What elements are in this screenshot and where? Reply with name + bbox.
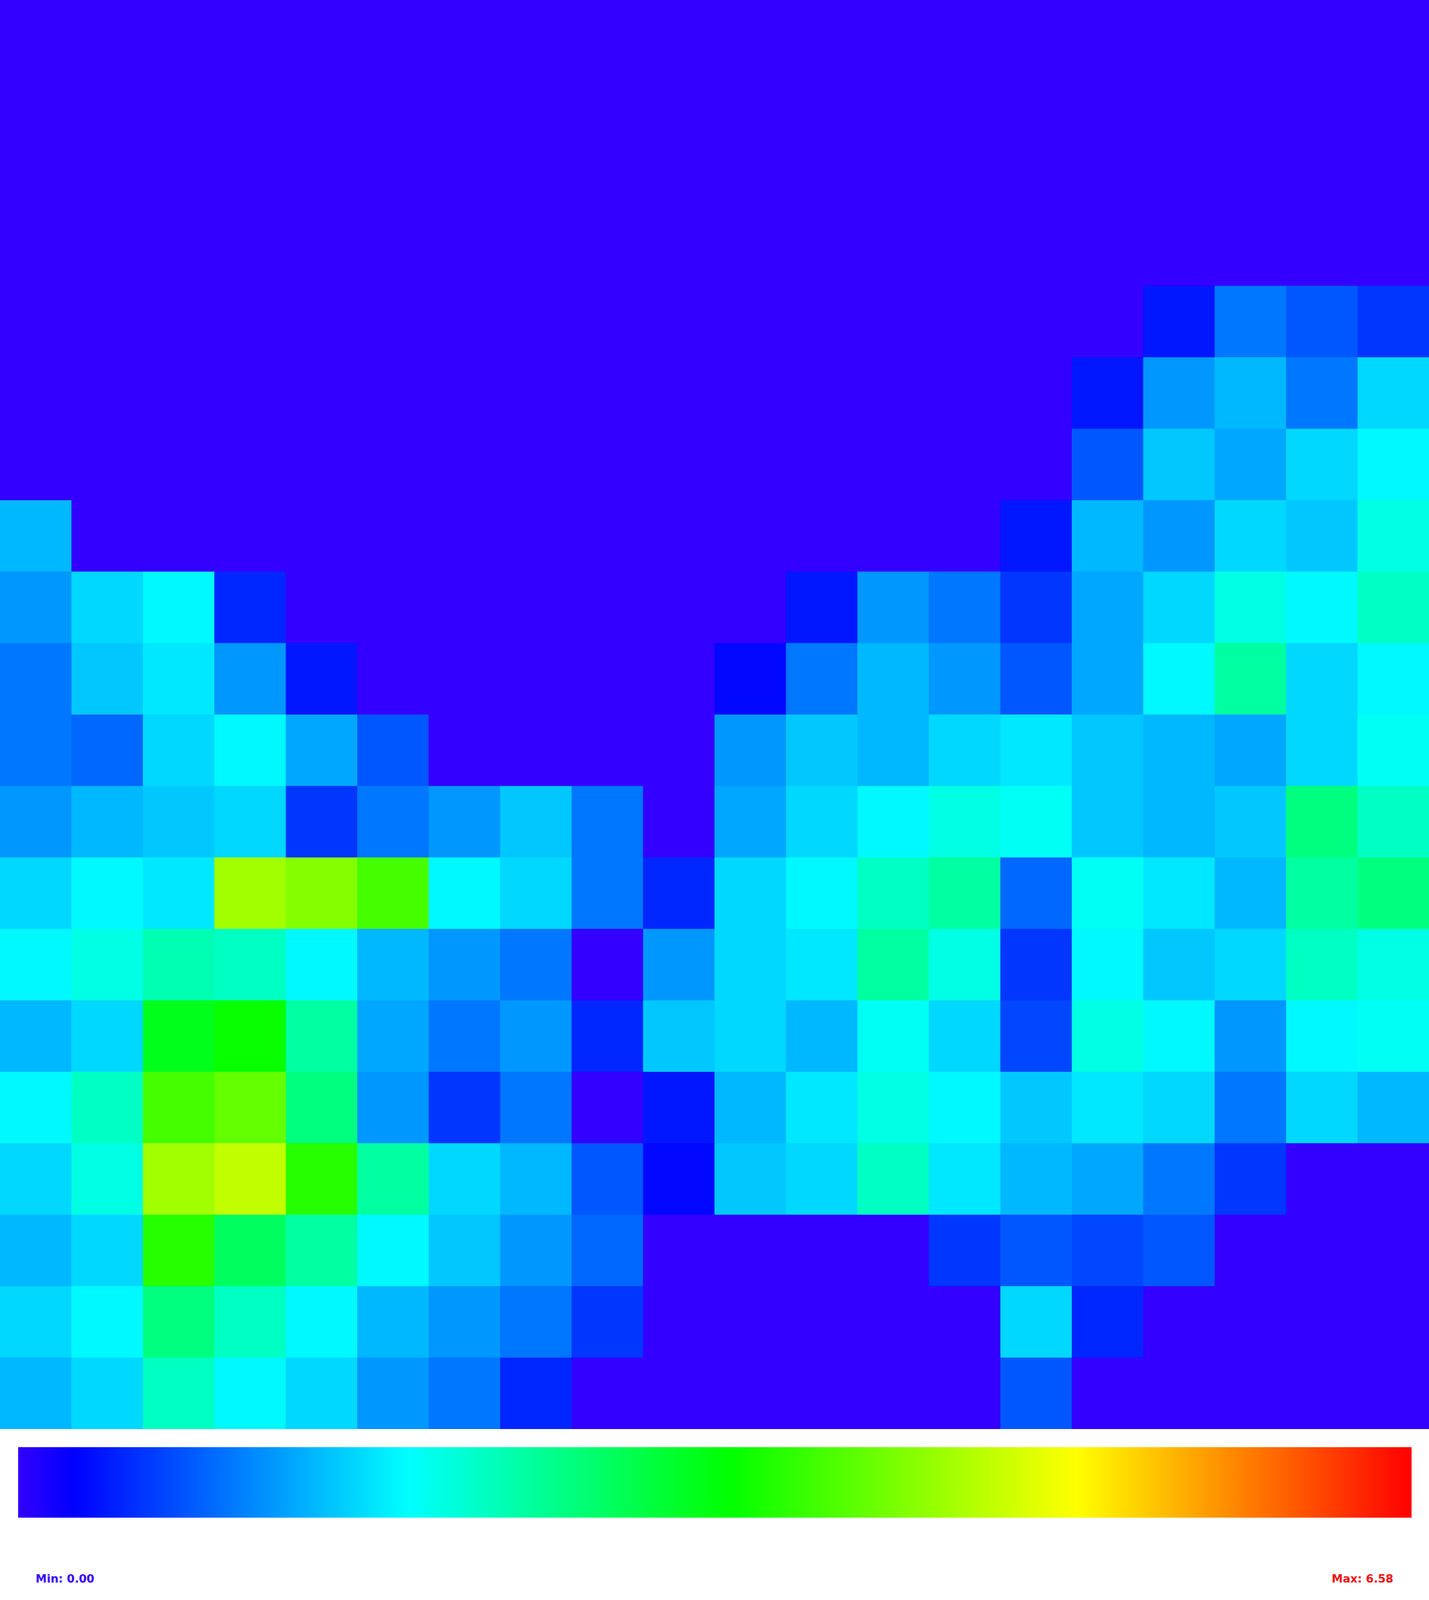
svg-text:Max: 6.58: Max: 6.58 [1332,1572,1394,1586]
svg-text:Min: 0.00: Min: 0.00 [35,1572,95,1586]
